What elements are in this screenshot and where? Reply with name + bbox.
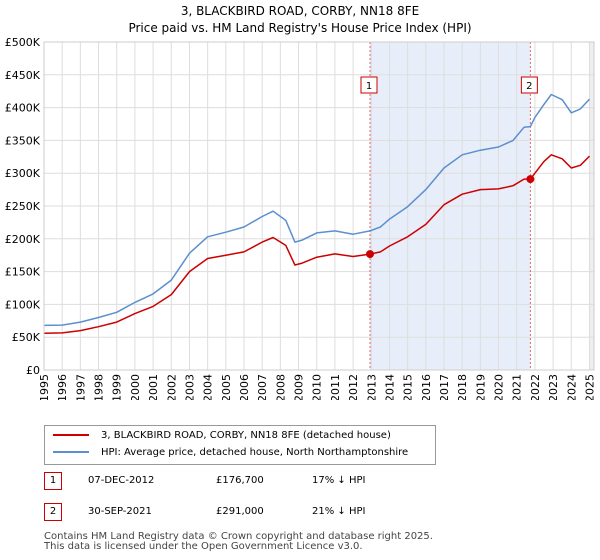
x-tick-label: 2017 [438, 374, 451, 400]
y-tick-label: £400K [5, 102, 41, 115]
x-tick-label: 2012 [347, 374, 360, 400]
hpi-line [43, 93, 591, 327]
x-tick-label: 2021 [511, 374, 524, 400]
footer: Contains HM Land Registry data © Crown c… [44, 532, 433, 552]
x-tick-label: 2000 [129, 374, 142, 400]
x-tick-label: 2010 [311, 374, 324, 400]
sale-date: 07-DEC-2012 [88, 475, 155, 486]
legend-label-property: 3, BLACKBIRD ROAD, CORBY, NN18 8FE (deta… [101, 430, 391, 441]
y-tick-label: £200K [5, 233, 41, 246]
sale-label-box [520, 76, 538, 94]
x-tick-label: 2016 [420, 374, 433, 400]
x-tick-label: 2007 [256, 374, 269, 400]
x-tick-label: 1997 [74, 374, 87, 400]
x-tick-label: 2011 [329, 374, 342, 400]
y-tick-label: £450K [5, 69, 41, 82]
sale-hpi-diff: 21% ↓ HPI [312, 506, 366, 517]
legend-item-property: 3, BLACKBIRD ROAD, CORBY, NN18 8FE (deta… [53, 428, 391, 444]
y-tick-label: £350K [5, 134, 41, 147]
legend-item-hpi: HPI: Average price, detached house, Nort… [53, 445, 408, 461]
sale-hpi-diff: 17% ↓ HPI [312, 475, 366, 486]
sale-price: £176,700 [216, 475, 264, 486]
sale-point [366, 250, 374, 259]
x-tick-label: 2003 [183, 374, 196, 400]
x-tick-label: 2022 [529, 374, 542, 400]
sale-marker: 1 [44, 472, 62, 490]
sale-label: 1 [366, 81, 372, 92]
x-tick-label: 2004 [202, 374, 215, 400]
x-tick-label: 2002 [165, 374, 178, 400]
y-tick-label: £100K [5, 298, 41, 311]
legend-swatch-hpi [53, 451, 89, 453]
y-tick-label: £50K [12, 331, 41, 344]
footer-licence: This data is licensed under the Open Gov… [44, 541, 363, 552]
x-tick-label: 1999 [111, 374, 124, 400]
x-tick-label: 2020 [493, 374, 506, 400]
x-tick-label: 2014 [383, 374, 396, 400]
sale-date: 30-SEP-2021 [88, 506, 152, 517]
sale-label: 2 [526, 81, 532, 92]
price-chart: £0 £50K £100K £150K £200K £250K £300K £350K £400… [5, 36, 597, 400]
legend-label-hpi: HPI: Average price, detached house, Nort… [101, 447, 409, 458]
y-tick-label: £500K [5, 36, 41, 49]
x-tick-label: 2025 [583, 374, 596, 400]
x-tick-label: 2008 [274, 374, 287, 400]
x-tick-label: 2006 [238, 374, 251, 400]
x-tick-label: 2019 [474, 374, 487, 400]
x-tick-label: 2001 [147, 374, 160, 400]
x-tick-label: 1996 [56, 374, 69, 400]
chart-title: 3, BLACKBIRD ROAD, CORBY, NN18 8FE [180, 4, 420, 18]
x-tick-label: 2015 [402, 374, 415, 400]
x-tick-label: 2009 [293, 374, 306, 400]
x-tick-label: 2024 [565, 374, 578, 400]
plot-border [43, 41, 595, 371]
sale-marker: 2 [44, 503, 62, 521]
y-tick-label: £250K [5, 200, 41, 213]
legend-swatch-property [53, 434, 89, 436]
sale-label-box [360, 76, 378, 94]
x-tick-label: 1995 [38, 374, 51, 400]
x-tick-label: 1998 [93, 374, 106, 400]
x-tick-label: 2013 [365, 374, 378, 400]
x-tick-label: 2023 [547, 374, 560, 400]
x-tick-label: 2005 [220, 374, 233, 400]
property-price-line [43, 154, 591, 335]
chart-legend: 3, BLACKBIRD ROAD, CORBY, NN18 8FE (deta… [44, 425, 436, 465]
y-tick-label: £150K [5, 266, 41, 279]
footer-copyright: Contains HM Land Registry data © Crown c… [44, 531, 433, 542]
y-tick-label: £300K [5, 167, 41, 180]
sale-price: £291,000 [216, 506, 264, 517]
chart-subtitle: Price paid vs. HM Land Registry's House … [128, 21, 472, 35]
y-tick-label: £0 [26, 364, 40, 377]
sale-point [526, 175, 535, 184]
x-tick-label: 2018 [456, 374, 469, 400]
